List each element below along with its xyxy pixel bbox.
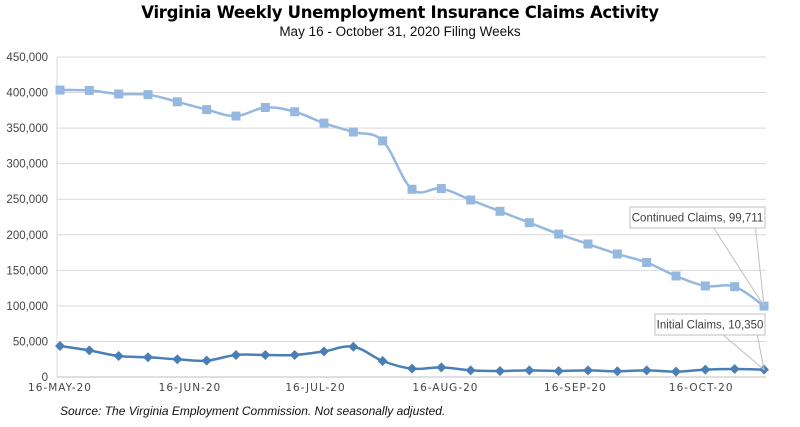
initial-claims-point — [553, 366, 564, 377]
series-initial-claims — [55, 340, 769, 377]
initial-claims-point — [289, 349, 300, 360]
y-tick-label: 100,000 — [6, 301, 48, 313]
callout-leader — [721, 334, 765, 371]
initial-claims-point — [524, 365, 535, 376]
x-tick-label: 16-MAY-20 — [28, 382, 92, 394]
initial-claims-point — [583, 365, 593, 376]
continued-claims-point — [84, 85, 94, 95]
continued-claims-point — [642, 258, 652, 268]
y-tick-label: 0 — [42, 372, 48, 384]
x-axis-ticks: 16-MAY-20 16-JUN-20 16-JUL-20 16-AUG-20 16-S… — [28, 382, 734, 394]
x-tick-label: 16-OCT-20 — [669, 382, 734, 394]
series-layer — [55, 85, 769, 377]
callout-box — [629, 206, 766, 229]
gridlines — [56, 56, 766, 378]
initial-claims-point — [465, 365, 476, 376]
continued-claims-point — [55, 85, 65, 95]
continued-claims-point — [231, 111, 241, 121]
y-tick-label: 350,000 — [6, 123, 48, 135]
initial-claims-point — [201, 355, 212, 366]
y-tick-label: 400,000 — [6, 88, 48, 100]
continued-claims-point — [436, 184, 446, 194]
continued-claims-point — [466, 195, 476, 205]
initial-claims-point — [231, 349, 241, 360]
continued-claims-point — [348, 127, 358, 137]
initial-claims-point — [729, 364, 740, 375]
initial-claims-point — [84, 345, 95, 356]
initial-claims-point — [612, 366, 623, 377]
initial-claims-point — [495, 366, 505, 377]
y-tick-label: 200,000 — [6, 230, 48, 242]
y-tick-label: 450,000 — [6, 52, 48, 64]
chart-title: Virginia Weekly Unemployment Insurance C… — [141, 3, 659, 22]
initial-claims-point — [671, 366, 681, 377]
chart-subtitle: May 16 - October 31, 2020 Filing Weeks — [279, 24, 521, 39]
continued-claims-point — [378, 136, 388, 146]
y-tick-label: 300,000 — [6, 159, 48, 171]
callout-layer: Continued Claims, 99,711 Initial Claims, … — [629, 206, 766, 371]
callout-box — [654, 313, 766, 336]
initial-claims-point — [319, 346, 329, 357]
source-note: Source: The Virginia Employment Commissi… — [60, 404, 446, 418]
x-tick-label: 16-JUL-20 — [285, 382, 345, 394]
initial-claims-point — [260, 349, 271, 360]
callout-initial-claims: Initial Claims, 10,350 — [654, 313, 766, 371]
initial-claims-point — [377, 356, 388, 366]
continued-claims-point — [260, 102, 270, 112]
continued-claims-point — [407, 184, 417, 194]
continued-claims-point — [671, 271, 681, 281]
continued-claims-point — [319, 118, 329, 128]
initial-claims-point — [436, 362, 447, 373]
continued-claims-point — [114, 89, 124, 99]
continued-claims-point — [700, 281, 710, 291]
continued-claims-point — [524, 218, 534, 228]
continued-claims-point — [143, 90, 153, 100]
callout-label: Continued Claims, 99,711 — [632, 213, 763, 225]
callout-continued-claims: Continued Claims, 99,711 — [629, 206, 766, 307]
continued-claims-point — [172, 97, 182, 107]
initial-claims-point — [407, 363, 417, 374]
continued-claims-point — [554, 229, 564, 239]
initial-claims-point — [143, 352, 153, 363]
x-tick-label: 16-SEP-20 — [544, 382, 607, 394]
initial-claims-point — [641, 365, 652, 376]
continued-claims-point — [612, 249, 622, 259]
continued-claims-line — [59, 88, 765, 308]
continued-claims-point — [583, 239, 593, 249]
continued-claims-point — [495, 206, 505, 216]
y-axis-ticks: 0 50,000 100,000 150,000 200,000 250,000 300,0… — [6, 52, 48, 384]
callout-label: Initial Claims, 10,350 — [657, 320, 764, 332]
continued-claims-point — [730, 282, 740, 292]
initial-claims-point — [172, 354, 183, 365]
y-tick-label: 250,000 — [6, 194, 48, 206]
x-tick-label: 16-AUG-20 — [412, 382, 478, 394]
x-tick-label: 16-JUN-20 — [159, 382, 222, 394]
initial-claims-point — [113, 351, 124, 362]
initial-claims-point — [700, 364, 711, 375]
continued-claims-point — [290, 107, 300, 117]
callout-leader — [712, 227, 765, 307]
continued-claims-point — [202, 105, 212, 115]
y-tick-label: 150,000 — [6, 265, 48, 277]
y-tick-label: 50,000 — [13, 336, 48, 348]
initial-claims-point — [55, 340, 65, 351]
series-continued-claims — [55, 85, 769, 311]
initial-claims-point — [348, 341, 359, 352]
